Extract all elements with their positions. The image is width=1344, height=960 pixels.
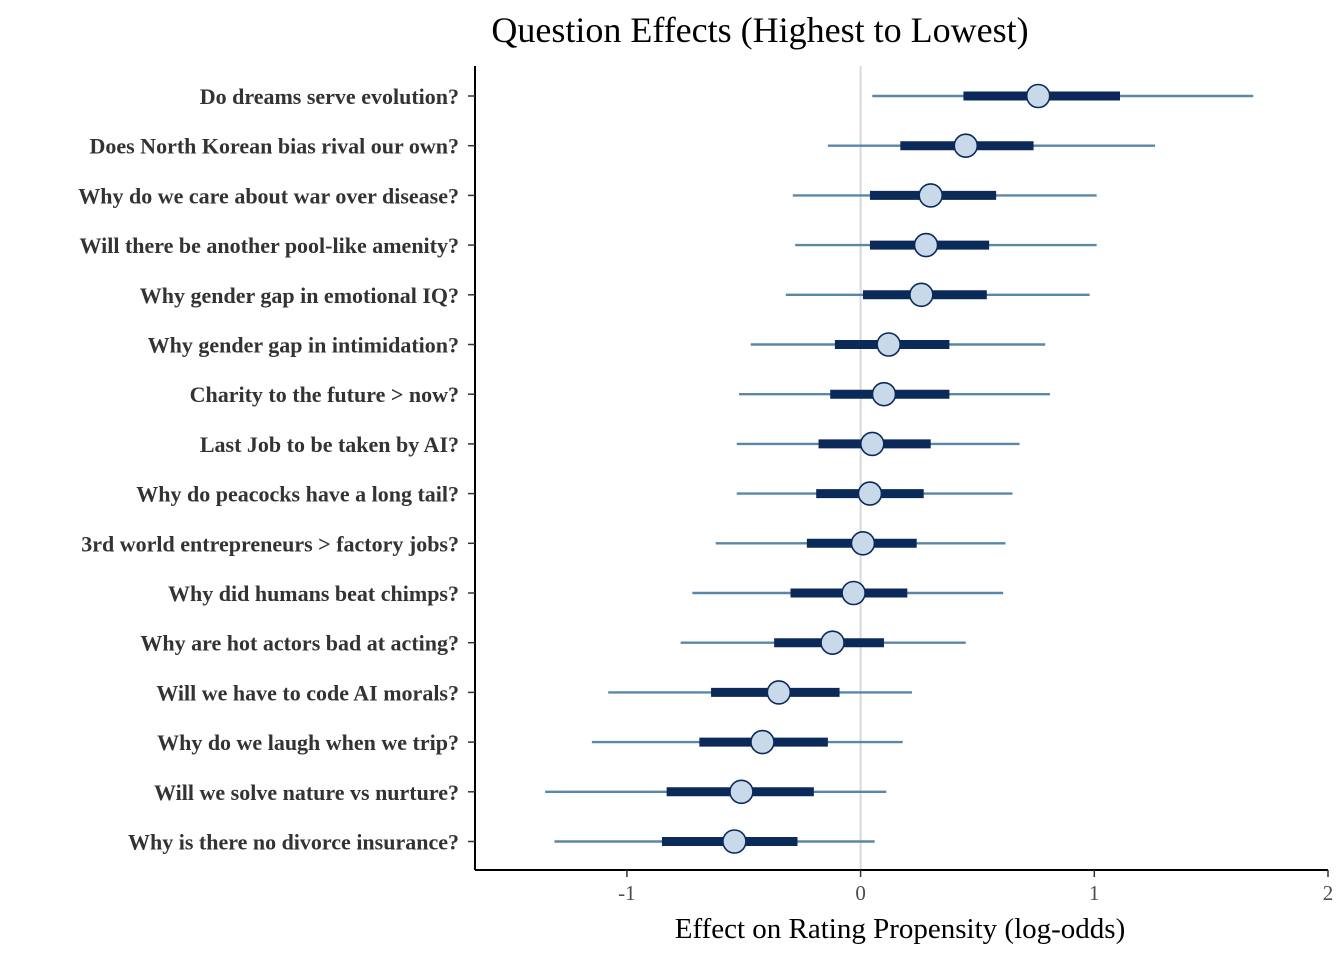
x-tick-label: 1	[1089, 881, 1100, 905]
point-estimate	[850, 530, 876, 556]
point-estimate	[722, 829, 747, 854]
point-estimate	[909, 282, 934, 308]
plot-area: -1 0 1 2 Do dreams serve evolution? Does Nort…	[78, 66, 1333, 905]
chart-title: Question Effects (Highest to Lowest)	[491, 10, 1028, 50]
y-category-label: Why are hot actors bad at acting?	[140, 631, 459, 656]
point-estimate	[841, 580, 866, 606]
y-category-label: Why gender gap in intimidation?	[148, 333, 459, 358]
y-category-label: Will there be another pool-like amenity?	[80, 233, 460, 258]
y-category-label: Will we solve nature vs nurture?	[154, 780, 459, 805]
point-estimate	[766, 680, 792, 705]
point-estimate	[820, 630, 845, 656]
y-category-label: Charity to the future > now?	[190, 382, 459, 407]
x-tick-label: -1	[618, 881, 636, 905]
y-category-label: 3rd world entrepreneurs > factory jobs?	[81, 531, 459, 556]
point-estimate	[918, 183, 944, 208]
point-estimate	[953, 133, 979, 158]
y-category-label: Why did humans beat chimps?	[168, 581, 459, 606]
x-tick-label: 0	[855, 881, 866, 905]
point-estimate	[857, 481, 883, 506]
y-category-label: Why do we laugh when we trip?	[157, 730, 459, 755]
y-category-label: Why gender gap in emotional IQ?	[140, 283, 459, 308]
point-estimate	[729, 779, 754, 805]
y-category-label: Why do peacocks have a long tail?	[136, 482, 459, 507]
y-category-label: Why do we care about war over disease?	[78, 183, 459, 208]
point-estimate	[859, 431, 885, 457]
point-estimate	[1025, 83, 1051, 109]
point-estimate	[913, 232, 939, 258]
point-estimate	[750, 729, 775, 755]
y-category-label: Will we have to code AI morals?	[156, 680, 459, 705]
point-estimate	[871, 381, 897, 407]
y-category-label: Does North Korean bias rival our own?	[89, 134, 459, 159]
x-tick-label: 2	[1323, 881, 1334, 905]
x-axis-title: Effect on Rating Propensity (log-odds)	[675, 913, 1126, 945]
y-category-label: Last Job to be taken by AI?	[200, 432, 459, 457]
point-estimate	[876, 332, 901, 357]
y-category-label: Why is there no divorce insurance?	[128, 830, 459, 855]
y-category-label: Do dreams serve evolution?	[200, 84, 459, 109]
